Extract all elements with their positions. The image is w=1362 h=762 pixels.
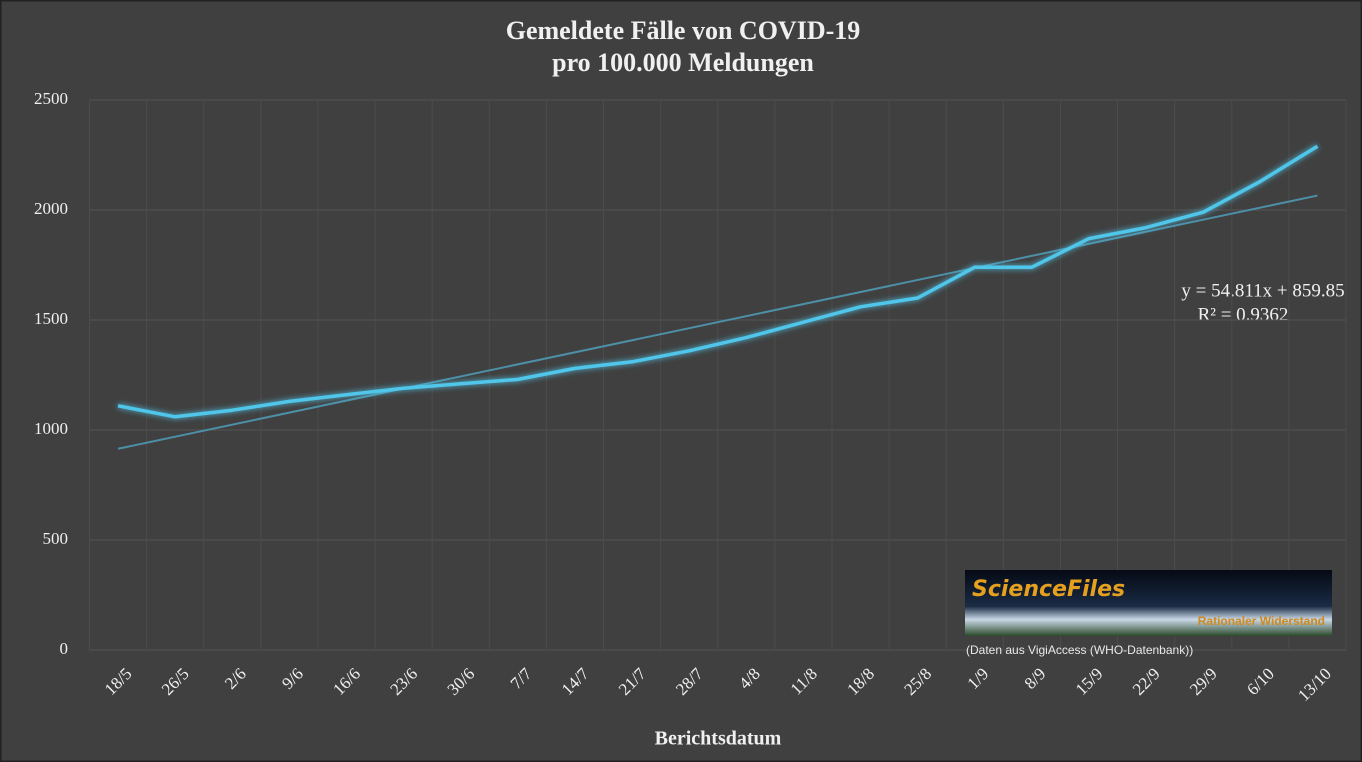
y-tick-label: 2000 <box>34 199 68 218</box>
logo-motto: Rationaler Widerstand <box>1198 614 1325 628</box>
logo: ScienceFiles Rationaler Widerstand <box>965 570 1332 636</box>
source-caption: (Daten aus VigiAccess (WHO-Datenbank)) <box>966 643 1193 657</box>
chart: Gemeldete Fälle von COVID-19 pro 100.000… <box>0 0 1362 762</box>
trend-equation: y = 54.811x + 859.85 <box>1181 280 1344 301</box>
chart-title: Gemeldete Fälle von COVID-19 <box>506 16 861 45</box>
y-tick-label: 1000 <box>34 419 68 438</box>
y-tick-label: 500 <box>43 529 69 548</box>
y-tick-label: 0 <box>60 639 69 658</box>
y-tick-label: 2500 <box>34 89 68 108</box>
logo-name: ScienceFiles <box>972 577 1125 602</box>
chart-subtitle: pro 100.000 Meldungen <box>552 48 814 77</box>
trend-r-squared: R² = 0.9362 <box>1198 304 1289 325</box>
y-tick-label: 1500 <box>34 309 68 328</box>
x-axis-title: Berichtsdatum <box>655 728 782 750</box>
